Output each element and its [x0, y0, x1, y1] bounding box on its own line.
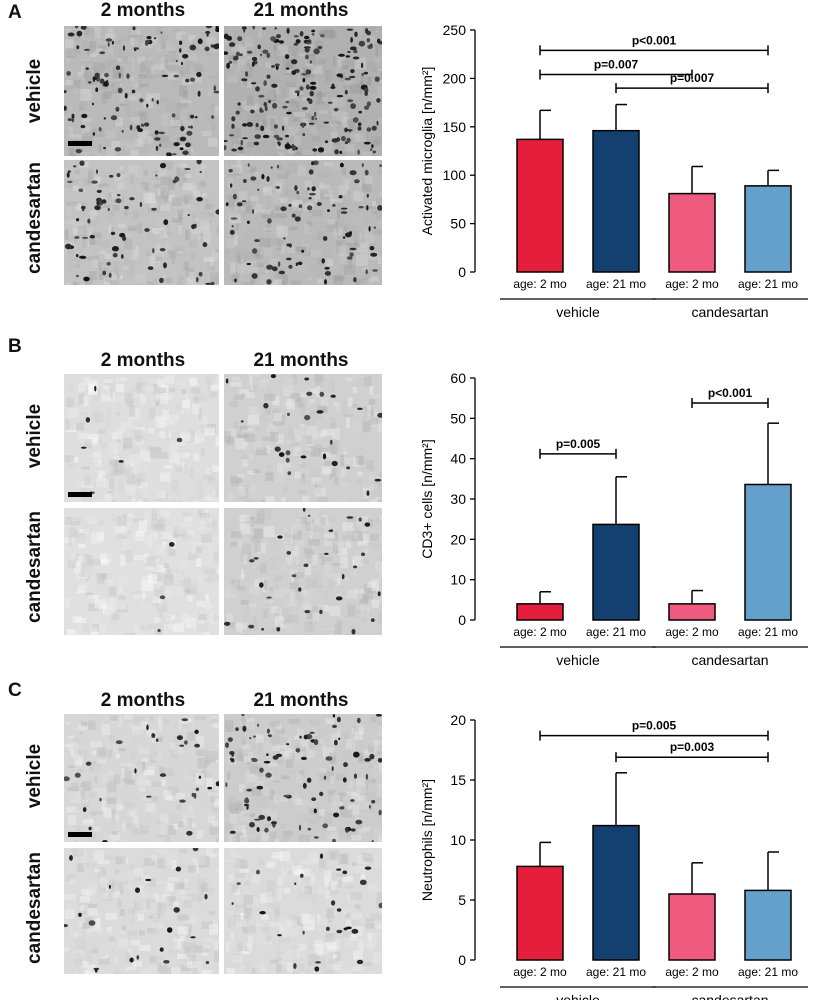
group-label: candesartan	[691, 304, 768, 320]
row-label-vehicle: vehicle	[24, 743, 45, 809]
significance-label: p=0.005	[556, 437, 601, 451]
scale-bar	[68, 492, 92, 497]
micrograph-a-candesartan-21mo	[224, 160, 382, 285]
panel-letter-c: C	[8, 680, 22, 701]
significance-label: p=0.007	[594, 58, 639, 72]
micrograph-b-candesartan-2mo	[64, 508, 219, 635]
y-tick-label: 0	[458, 952, 466, 968]
category-label: age: 21 mo	[586, 277, 646, 291]
bar	[592, 129, 640, 273]
category-label: age: 21 mo	[586, 625, 646, 639]
y-tick-label: 40	[450, 451, 466, 467]
micrograph-c-candesartan-2mo	[64, 848, 219, 974]
group-label: vehicle	[556, 304, 600, 320]
micrograph-b-candesartan-21mo	[224, 508, 382, 635]
category-label: age: 2 mo	[665, 965, 719, 979]
y-tick-label: 100	[443, 167, 467, 183]
y-tick-label: 10	[450, 832, 466, 848]
row-label-vehicle: vehicle	[24, 58, 45, 124]
significance-label: p=0.005	[632, 719, 677, 733]
category-label: age: 21 mo	[738, 625, 798, 639]
bar	[668, 192, 716, 273]
category-label: age: 2 mo	[665, 277, 719, 291]
bar	[516, 603, 564, 621]
y-tick-label: 50	[450, 216, 466, 232]
chart-activated-microglia: 0 50 100 150 200 250 Activated microglia [n/mm…	[419, 22, 808, 320]
bar	[516, 865, 564, 961]
y-axis-label: CD3+ cells [n/mm²]	[419, 439, 435, 558]
significance-label: p=0.003	[670, 740, 715, 754]
group-label: vehicle	[556, 652, 600, 668]
group-label: candesartan	[691, 992, 768, 1000]
y-tick-label: 15	[450, 772, 466, 788]
y-tick-label: 20	[450, 712, 466, 728]
column-label-2-months: 2 months	[100, 0, 186, 21]
micrograph-a-vehicle-21mo	[224, 26, 382, 156]
bar	[516, 138, 564, 273]
y-tick-label: 60	[450, 370, 466, 386]
group-label: candesartan	[691, 652, 768, 668]
column-label-2-months: 2 months	[100, 350, 186, 371]
scale-bar	[68, 832, 92, 837]
row-label-candesartan: candesartan	[24, 852, 45, 964]
micrograph-c-vehicle-2mo	[64, 714, 219, 842]
chart-neutrophils: 0 5 10 15 20 Neutrophils [n/mm²] age: 2 mo age:…	[419, 712, 808, 1000]
micrograph-a-vehicle-2mo	[64, 26, 219, 156]
group-label: vehicle	[556, 992, 600, 1000]
column-label-2-months: 2 months	[100, 690, 186, 711]
y-tick-label: 0	[458, 264, 466, 280]
bar	[668, 893, 716, 961]
y-axis-label: Activated microglia [n/mm²]	[419, 67, 435, 236]
category-label: age: 21 mo	[738, 277, 798, 291]
significance-label: p=0.007	[670, 71, 715, 85]
row-label-candesartan: candesartan	[24, 511, 45, 623]
bar	[744, 483, 792, 621]
bar	[744, 889, 792, 961]
bar	[744, 185, 792, 273]
category-label: age: 21 mo	[586, 965, 646, 979]
y-axis-label: Neutrophils [n/mm²]	[419, 779, 435, 901]
micrograph-b-vehicle-21mo	[224, 374, 382, 502]
micrograph-a-candesartan-2mo	[64, 160, 219, 285]
panel-letter-a: A	[8, 2, 22, 23]
category-label: age: 2 mo	[513, 625, 567, 639]
column-label-21-months: 21 months	[253, 350, 349, 371]
y-tick-label: 0	[458, 612, 466, 628]
category-label: age: 21 mo	[738, 965, 798, 979]
y-tick-label: 150	[443, 119, 467, 135]
y-tick-label: 5	[458, 892, 466, 908]
y-tick-label: 50	[450, 410, 466, 426]
micrograph-c-candesartan-21mo	[224, 848, 382, 974]
bar	[668, 603, 716, 621]
panel-letter-b: B	[8, 336, 22, 357]
column-label-21-months: 21 months	[253, 0, 349, 21]
category-label: age: 2 mo	[513, 965, 567, 979]
scale-bar	[68, 141, 92, 146]
micrograph-c-vehicle-21mo	[224, 714, 382, 842]
y-tick-label: 250	[443, 22, 467, 38]
column-label-21-months: 21 months	[253, 690, 349, 711]
category-label: age: 2 mo	[665, 625, 719, 639]
significance-label: p<0.001	[708, 386, 753, 400]
bar	[592, 523, 640, 621]
y-tick-label: 30	[450, 491, 466, 507]
y-tick-label: 200	[443, 70, 467, 86]
significance-label: p<0.001	[632, 33, 677, 47]
row-label-candesartan: candesartan	[24, 162, 45, 274]
category-label: age: 2 mo	[513, 277, 567, 291]
bar	[592, 824, 640, 961]
y-tick-label: 20	[450, 531, 466, 547]
micrograph-b-vehicle-2mo	[64, 374, 219, 502]
chart-cd3-cells: 0 10 20 30 40 50 60 CD3+ cells [n/mm²] age: 2 mo…	[419, 370, 808, 668]
y-tick-label: 10	[450, 572, 466, 588]
row-label-vehicle: vehicle	[24, 403, 45, 469]
